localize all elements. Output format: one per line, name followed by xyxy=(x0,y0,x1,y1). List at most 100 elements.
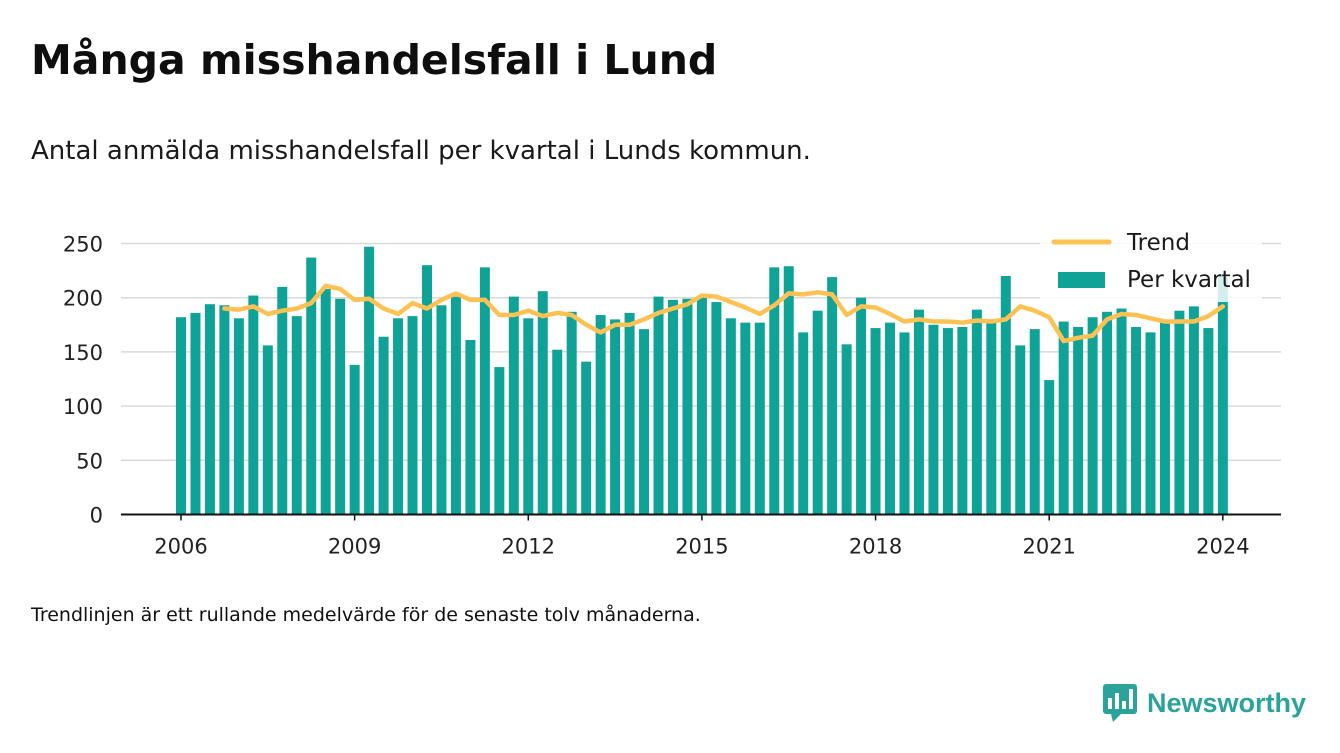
bar xyxy=(1015,345,1026,515)
bar xyxy=(1116,308,1127,515)
bar xyxy=(421,265,432,515)
bar xyxy=(769,267,780,515)
x-tick-label: 2012 xyxy=(502,535,555,559)
bar-line-chart: 0 50 100 150 200 250 2006 2009 2012 2015 2018 2021… xyxy=(63,222,1281,559)
x-axis: 2006 2009 2012 2015 2018 2021 2024 xyxy=(121,513,1281,559)
bar xyxy=(465,339,476,515)
chart-title: Många misshandelsfall i Lund xyxy=(31,36,718,84)
bar xyxy=(595,315,606,515)
bar xyxy=(1044,380,1055,515)
y-tick-label: 150 xyxy=(63,341,103,365)
bar xyxy=(1174,310,1185,515)
bar xyxy=(219,305,230,515)
chart-subtitle: Antal anmälda misshandelsfall per kvarta… xyxy=(31,136,811,166)
bar xyxy=(682,298,693,515)
y-tick-label: 200 xyxy=(63,287,103,311)
bar xyxy=(233,318,244,515)
bar xyxy=(176,317,186,515)
bar xyxy=(928,324,939,515)
bar xyxy=(783,266,794,515)
bar xyxy=(1188,306,1199,515)
bar xyxy=(653,296,664,515)
x-tick-label: 2024 xyxy=(1196,535,1249,559)
bar xyxy=(971,309,982,515)
bar xyxy=(740,322,751,515)
bar xyxy=(870,328,881,515)
y-tick-label: 250 xyxy=(63,233,103,257)
bar xyxy=(581,361,592,515)
bar xyxy=(407,316,418,515)
bar xyxy=(523,318,534,515)
bar xyxy=(1102,311,1113,515)
newsworthy-logo-icon xyxy=(1103,684,1137,722)
bar xyxy=(537,291,548,515)
bar xyxy=(393,318,404,515)
bar xyxy=(610,319,621,515)
bar xyxy=(1145,332,1156,515)
x-tick-label: 2018 xyxy=(849,535,902,559)
bar xyxy=(479,267,490,515)
bar xyxy=(986,322,997,515)
bar xyxy=(349,364,360,515)
y-tick-label: 50 xyxy=(76,449,103,473)
bar xyxy=(1058,321,1069,515)
x-tick-label: 2015 xyxy=(675,535,728,559)
bar xyxy=(624,312,635,515)
bar xyxy=(1000,276,1011,515)
bar xyxy=(1159,322,1170,515)
bar xyxy=(725,318,736,515)
x-tick-label: 2009 xyxy=(328,535,381,559)
bar xyxy=(1087,317,1098,515)
bar xyxy=(248,295,259,515)
bar-series xyxy=(176,246,1228,515)
y-tick-label: 100 xyxy=(63,395,103,419)
legend-background xyxy=(1040,222,1262,302)
bar xyxy=(364,246,375,515)
bar xyxy=(494,367,505,515)
bar xyxy=(378,336,389,515)
legend: Trend Per kvartal xyxy=(1040,222,1262,302)
bar xyxy=(1203,328,1214,515)
bar xyxy=(277,286,288,515)
bar xyxy=(885,322,896,515)
bar xyxy=(913,309,924,515)
bar xyxy=(291,316,302,515)
bar xyxy=(436,305,447,515)
bar xyxy=(320,289,331,515)
bar xyxy=(696,295,707,515)
bar xyxy=(667,299,678,515)
bar xyxy=(508,296,519,515)
legend-bar-swatch xyxy=(1058,272,1105,288)
bar xyxy=(856,297,867,515)
bar xyxy=(841,344,852,515)
bar xyxy=(812,310,823,515)
bar xyxy=(306,257,317,515)
legend-bar-label: Per kvartal xyxy=(1127,267,1251,293)
bar xyxy=(450,296,461,515)
bar xyxy=(798,332,809,515)
y-tick-label: 0 xyxy=(90,504,103,528)
newsworthy-logo-text: Newsworthy xyxy=(1147,687,1307,718)
bar xyxy=(1131,326,1142,515)
bar xyxy=(335,298,346,515)
bar xyxy=(639,329,650,515)
y-axis: 0 50 100 150 200 250 xyxy=(63,233,103,528)
chart-footnote: Trendlinjen är ett rullande medelvärde f… xyxy=(31,604,701,626)
bar xyxy=(204,304,215,515)
x-tick-label: 2006 xyxy=(154,535,207,559)
legend-trend-label: Trend xyxy=(1126,230,1190,256)
bar xyxy=(566,311,577,515)
bar xyxy=(827,277,838,515)
bar xyxy=(1029,329,1040,515)
bar xyxy=(711,302,722,515)
bar xyxy=(899,332,910,515)
bar xyxy=(957,326,968,515)
bar xyxy=(1217,276,1228,515)
newsworthy-logo[interactable]: Newsworthy xyxy=(1103,684,1306,722)
bar xyxy=(552,349,563,515)
x-tick-label: 2021 xyxy=(1022,535,1075,559)
bar xyxy=(190,312,201,515)
bar xyxy=(754,322,765,515)
trend-line xyxy=(222,283,1226,344)
bar xyxy=(262,345,273,515)
